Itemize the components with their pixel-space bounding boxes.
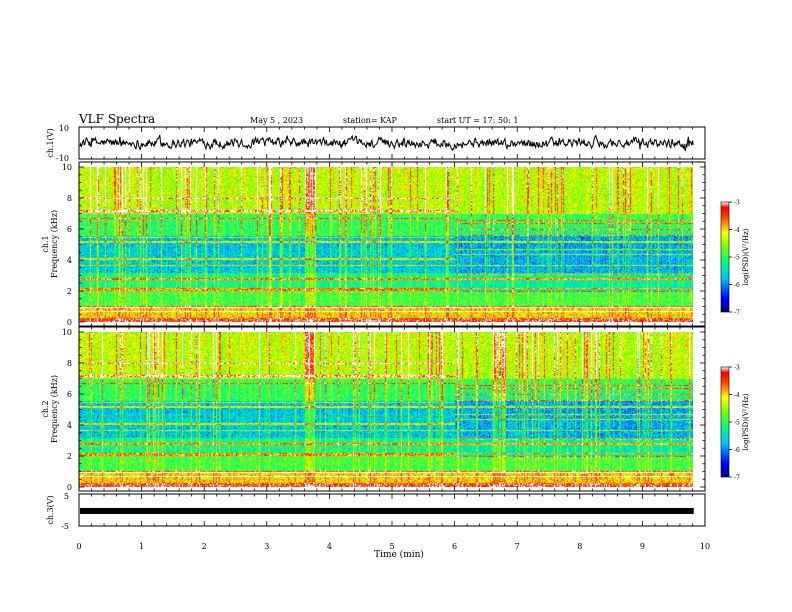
ch2-spectrogram-ticks xyxy=(78,327,706,491)
ch2-colorbar: -3 -4 -5 -6 -7 log(PSD)(V²/Hz) xyxy=(720,365,750,482)
ch1-ytick-top: 10 xyxy=(59,124,69,133)
ch2-spectrogram-panel: 0 2 4 6 8 10 ch.2 Frequency (kHz) -3 -4 -5 -6 -7 … xyxy=(41,326,750,492)
colorbar-tick-label: -4 xyxy=(734,227,740,234)
figure-title: VLF Spectra xyxy=(78,112,155,126)
ch2-colorbar-label: log(PSD)(V²/Hz) xyxy=(742,393,750,450)
frequency-tick-label: 2 xyxy=(67,452,72,461)
frequency-tick-label: 0 xyxy=(67,483,72,492)
time-tick-label: 10 xyxy=(700,542,710,551)
ch1-colorbar-label: log(PSD)(V²/Hz) xyxy=(742,228,750,285)
frequency-tick-label: 0 xyxy=(67,318,72,327)
ch2-colorbar-ticks: -3 -4 -5 -6 -7 xyxy=(729,365,740,482)
ch2-channel-label: ch.2 xyxy=(41,400,50,417)
colorbar-tick-label: -7 xyxy=(734,310,740,317)
ch1-waveform-panel: 10 -10 ch.1(V) xyxy=(46,124,706,163)
ch1-spectrogram-ticks xyxy=(78,162,706,326)
time-tick-label: 0 xyxy=(76,542,81,551)
ch3-ylabel: ch.3(V) xyxy=(46,495,55,524)
ch1-spectrogram-panel: 0 2 4 6 8 10 ch.1 Frequency (kHz) -3 -4 -5 -6 -7 … xyxy=(41,161,750,327)
colorbar-tick-label: -6 xyxy=(734,282,740,289)
colorbar-tick-label: -3 xyxy=(734,200,740,207)
ch3-panel-ticks xyxy=(78,494,706,526)
colorbar-tick-label: -3 xyxy=(734,365,740,372)
time-tick-label: 5 xyxy=(389,542,394,551)
start-time-label: start UT = 17: 50: 1 xyxy=(437,116,518,125)
time-tick-label: 6 xyxy=(452,542,457,551)
ch2-spectrogram-image xyxy=(79,332,693,487)
ch1-colorbar-ticks: -3 -4 -5 -6 -7 xyxy=(729,200,740,317)
colorbar-tick-label: -6 xyxy=(734,447,740,454)
colorbar-tick-label: -5 xyxy=(734,255,740,262)
ch1-channel-label: ch.1 xyxy=(41,235,50,252)
time-tick-label: 9 xyxy=(640,542,645,551)
time-axis-label: Time (min) xyxy=(374,549,424,560)
ch1-spectrogram-image xyxy=(79,167,693,322)
frequency-tick-label: 6 xyxy=(67,390,72,399)
ch1-frequency-tick-labels: 0 2 4 6 8 10 xyxy=(62,163,72,327)
ch1-waveform-trace xyxy=(79,134,694,152)
frequency-tick-label: 6 xyxy=(67,225,72,234)
time-tick-label: 7 xyxy=(515,542,520,551)
station-label: station= KAP xyxy=(343,116,398,125)
frequency-tick-label: 8 xyxy=(67,194,72,203)
colorbar-tick-label: -5 xyxy=(734,420,740,427)
colorbar-tick-label: -4 xyxy=(734,392,740,399)
ch1-frequency-axis-label: Frequency (kHz) xyxy=(50,210,59,278)
ch3-ytick-top: 5 xyxy=(64,492,69,501)
ch2-frequency-tick-labels: 0 2 4 6 8 10 xyxy=(62,328,72,492)
frequency-tick-label: 8 xyxy=(67,359,72,368)
time-tick-label: 8 xyxy=(577,542,582,551)
time-tick-label: 2 xyxy=(202,542,207,551)
ch1-colorbar: -3 -4 -5 -6 -7 log(PSD)(V²/Hz) xyxy=(720,200,750,317)
time-axis-tick-labels: 0 1 2 3 4 5 6 7 8 9 10 xyxy=(76,542,710,551)
frequency-tick-label: 10 xyxy=(62,328,72,337)
ch3-ytick-bottom: -5 xyxy=(61,522,69,531)
time-tick-label: 3 xyxy=(264,542,269,551)
ch3-waveform-trace xyxy=(80,507,694,514)
time-tick-label: 1 xyxy=(139,542,144,551)
frequency-tick-label: 4 xyxy=(67,256,72,265)
ch3-waveform-panel: 5 -5 ch.3(V) xyxy=(46,492,706,531)
frequency-tick-label: 4 xyxy=(67,421,72,430)
colorbar-tick-label: -7 xyxy=(734,475,740,482)
ch1-ylabel: ch.1(V) xyxy=(46,128,55,157)
date-label: May 5 , 2023 xyxy=(250,116,303,125)
ch2-frequency-axis-label: Frequency (kHz) xyxy=(50,375,59,443)
frequency-tick-label: 10 xyxy=(62,163,72,172)
ch1-panel-ticks xyxy=(78,127,706,159)
time-tick-label: 4 xyxy=(327,542,332,551)
ch1-ytick-bottom: -10 xyxy=(56,154,69,163)
frequency-tick-label: 2 xyxy=(67,287,72,296)
